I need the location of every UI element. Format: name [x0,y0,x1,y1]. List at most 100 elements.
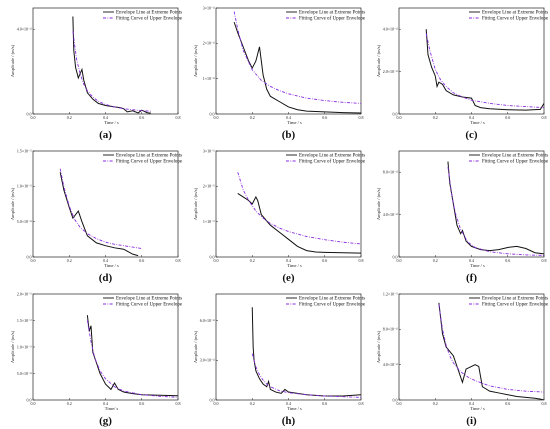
x-tick-label: 0.0 [397,258,402,263]
y-tick-label: 3×10⁻⁴ [203,5,215,10]
x-axis-label: Time / s [287,406,302,411]
x-tick-label: 0.8 [542,401,547,406]
x-tick-label: 0.4 [286,115,291,120]
panel-caption: (i) [466,415,477,427]
plot-frame [32,150,179,258]
y-axis-label: Amplitude / (m/s) [10,330,15,363]
y-tick-label: 2×10⁻⁴ [203,41,215,46]
plot-frame [398,150,545,258]
x-tick-label: 0.0 [31,401,36,406]
plot-frame [215,150,362,258]
series-fitting-curve [438,304,544,393]
y-axis-label: Amplitude / (m/s) [193,187,198,220]
panel-caption: (c) [465,129,478,141]
y-tick-label: 4.0×10⁻⁴ [383,212,398,217]
series-envelope-line [59,172,139,257]
panel-caption: (g) [99,415,112,427]
legend-label: Envelope Line at Extreme Points [299,154,365,159]
x-tick-label: 0.6 [322,401,327,406]
y-axis-label: Amplitude / (m/s) [193,330,198,363]
x-axis-label: Time / s [470,263,485,268]
x-tick-label: 0.2 [67,115,72,120]
y-tick-label: 4.0×10⁻⁴ [383,27,398,32]
panel-4: 0.0 0.2 0.4 0.6 0.8 0.0 5.0×10⁻⁴ 1.0×10⁻³ 1.5×10… [10,148,183,284]
y-tick-label: 3×10⁻³ [203,148,215,153]
y-tick-label: 8.0×10⁻⁴ [383,170,398,175]
series-envelope-line [438,302,544,400]
y-axis-label: Amplitude / (m/s) [193,44,198,77]
x-tick-label: 0.4 [286,258,291,263]
y-tick-label: 4.0×10⁻⁴ [17,27,32,32]
y-tick-label: 0.0 [210,397,215,402]
x-tick-label: 0.6 [322,258,327,263]
y-tick-label: 2.0×10⁻⁴ [383,69,398,74]
series-envelope-line [425,29,544,111]
x-tick-label: 0.4 [103,258,108,263]
x-tick-label: 0.0 [397,115,402,120]
y-tick-label: 1.0×10⁻³ [17,344,32,349]
series-envelope-line [447,161,544,255]
series-fitting-curve [59,168,142,249]
x-tick-label: 0.2 [433,258,438,263]
legend-label: Envelope Line at Extreme Points [116,297,182,302]
y-tick-label: 0.0 [393,254,398,259]
legend-label: Envelope Line at Extreme Points [482,154,548,159]
x-tick-label: 0.6 [322,115,327,120]
panel-1: 0.0 0.2 0.4 0.6 0.8 0.0 4.0×10⁻⁴ Time / s Amplit… [10,7,183,141]
series-fitting-curve [425,33,544,109]
panel-3: 0.0 0.2 0.4 0.6 0.8 0.0 2.0×10⁻⁴ 4.0×10⁻⁴ Time /… [376,7,549,141]
y-tick-label: 0.0 [393,111,398,116]
y-tick-label: 1×10⁻⁴ [203,76,215,81]
y-tick-label: 1.5×10⁻³ [17,318,32,323]
panel-9: 0.0 0.2 0.4 0.6 0.8 0.0 4.0×10⁻⁴ 8.0×10⁻⁴ 1.2×10… [376,291,549,427]
y-tick-label: 1.5×10⁻³ [17,148,32,153]
panel-5: 0.0 0.2 0.4 0.6 0.8 0.0 1×10⁻³ 2×10⁻³ 3×10⁻³ Time… [193,148,366,284]
x-tick-label: 0.4 [286,401,291,406]
y-tick-label: 0.0 [210,254,215,259]
legend-label: Envelope Line at Extreme Points [482,11,548,16]
y-tick-label: 2×10⁻³ [203,184,215,189]
series-fitting-curve [251,353,361,398]
y-tick-label: 4.0×10⁻⁴ [383,362,398,367]
x-tick-label: 0.4 [103,401,108,406]
x-tick-label: 0.0 [214,401,219,406]
series-envelope-line [72,16,151,114]
panel-caption: (h) [282,415,296,427]
y-axis-label: Amplitude / (m/s) [376,187,381,220]
y-axis-label: Amplitude / (m/s) [10,44,15,77]
series-envelope-line [86,315,178,397]
x-tick-label: 0.8 [359,401,364,406]
series-fitting-curve [72,31,151,112]
x-axis-label: Time / s [287,120,302,125]
panel-caption: (a) [99,129,112,141]
legend-label: Envelope Line at Extreme Points [116,11,182,16]
y-tick-label: 2.0×10⁻³ [17,291,32,296]
x-tick-label: 0.8 [176,115,181,120]
x-tick-label: 0.4 [469,115,474,120]
x-axis-label: Time/ s [105,406,119,411]
panel-6: 0.0 0.2 0.4 0.6 0.8 0.0 4.0×10⁻⁴ 8.0×10⁻⁴ Time /… [376,150,549,284]
x-tick-label: 0.8 [176,401,181,406]
x-tick-label: 0.2 [67,258,72,263]
x-tick-label: 0.6 [505,258,510,263]
x-tick-label: 0.8 [542,258,547,263]
y-tick-label: 0.0 [27,111,32,116]
plot-frame [215,293,362,401]
y-tick-label: 1.2×10⁻³ [383,291,398,296]
y-tick-label: 0.0 [27,254,32,259]
y-axis-label: Amplitude / (m/s) [376,330,381,363]
panel-8: 0.0 0.2 0.4 0.6 0.8 0.0 3.0×10⁻⁴ 6.0×10⁻⁴ Time /… [193,293,366,427]
panel-caption: (b) [282,129,296,141]
x-axis-label: Time / s [470,406,485,411]
legend-label: Fitting Curve of Upper Envelope [299,303,366,308]
y-tick-label: 8.0×10⁻⁴ [383,327,398,332]
x-tick-label: 0.2 [250,258,255,263]
y-tick-label: 0.0 [210,111,215,116]
series-fitting-curve [447,166,544,256]
y-axis-label: Amplitude / (m/s) [376,44,381,77]
y-tick-label: 6.0×10⁻⁴ [200,318,215,323]
x-tick-label: 0.6 [505,115,510,120]
series-envelope-line [251,307,361,397]
y-tick-label: 1.0×10⁻³ [17,184,32,189]
